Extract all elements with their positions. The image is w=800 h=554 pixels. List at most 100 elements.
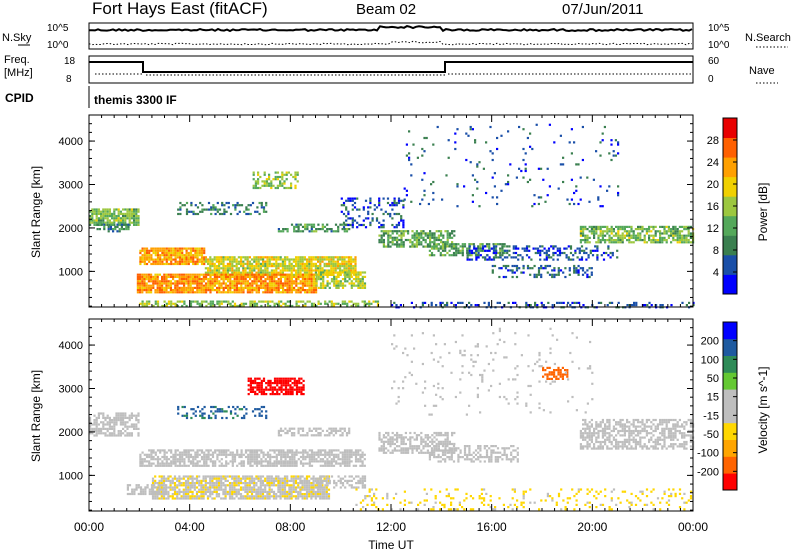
power-echo-cell — [229, 262, 232, 265]
power-echo-cell — [321, 223, 324, 226]
velocity-echo-cell — [302, 462, 305, 465]
power-echo-cell — [192, 300, 195, 303]
velocity-echo-cell — [266, 490, 269, 493]
power-echo-cell — [274, 186, 277, 190]
velocity-echo-cell — [184, 479, 188, 482]
velocity-echo-cell — [156, 488, 159, 491]
velocity-echo-cell — [248, 497, 251, 500]
power-echo-cell — [391, 241, 394, 244]
power-echo-cell — [426, 234, 429, 237]
power-echo-cell — [165, 302, 168, 305]
power-echo-cell — [139, 280, 142, 283]
velocity-echo-cell — [215, 479, 218, 482]
power-echo-cell — [194, 273, 197, 276]
power-echo-cell — [275, 282, 278, 285]
velocity-echo-cell — [213, 475, 216, 478]
power-echo-cell — [656, 241, 659, 244]
power-echo-cell — [192, 258, 195, 261]
velocity-echo-cell — [150, 458, 153, 461]
power-echo-cell — [306, 228, 309, 231]
power-echo-cell — [243, 210, 246, 213]
power-echo-cell — [196, 254, 199, 257]
power-echo-cell — [402, 219, 405, 222]
velocity-echo-cell — [295, 462, 298, 465]
power-echo-cell — [432, 143, 435, 146]
velocity-echo-cell — [209, 486, 212, 489]
freq-panel: Freq. [MHz] 18 8 60 0 Nave — [4, 54, 778, 85]
power-echo-cell — [275, 256, 278, 259]
power-echo-cell — [259, 269, 262, 272]
power-echo-cell — [570, 198, 573, 201]
power-echo-cell — [513, 264, 516, 268]
power-echo-cell — [262, 284, 265, 287]
power-echo-cell — [344, 273, 347, 276]
power-echo-cell — [218, 212, 222, 216]
velocity-echo-cell — [184, 484, 188, 487]
power-echo-cell — [317, 278, 320, 281]
power-echo-cell — [507, 269, 510, 272]
power-echo-cell — [685, 304, 688, 307]
power-echo-cell — [537, 271, 541, 274]
velocity-echo-cell — [313, 458, 316, 461]
velocity-echo-cell — [291, 460, 294, 463]
power-echo-cell — [202, 286, 205, 289]
power-echo-cell — [113, 217, 116, 220]
velocity-echo-cell — [264, 477, 267, 480]
velocity-echo-cell — [187, 488, 190, 491]
power-echo-cell — [284, 262, 287, 265]
power-echo-cell — [185, 304, 188, 308]
velocity-echo-cell — [255, 464, 259, 467]
power-echo-cell — [128, 223, 131, 226]
velocity-echo-cell — [270, 477, 273, 480]
power-echo-cell — [546, 194, 549, 197]
power-echo-cell — [106, 223, 109, 226]
freq-tick-low: 8 — [66, 74, 72, 85]
velocity-echo-cell — [184, 493, 188, 496]
power-echo-cell — [328, 286, 331, 289]
power-echo-cell — [306, 273, 309, 276]
velocity-echo-cell — [205, 449, 208, 452]
power-echo-cell — [178, 262, 182, 266]
power-echo-cell — [165, 278, 168, 281]
velocity-echo-cell — [111, 427, 114, 430]
velocity-echo-cell — [151, 477, 155, 480]
power-echo-cell — [238, 282, 241, 285]
power-echo-cell — [301, 282, 304, 285]
power-echo-cell — [260, 300, 263, 303]
power-echo-cell — [396, 238, 399, 242]
power-echo-cell — [341, 260, 344, 263]
power-echo-cell — [97, 212, 100, 215]
power-echo-cell — [227, 280, 230, 283]
power-echo-cell — [263, 173, 266, 176]
velocity-echo-cell — [357, 449, 360, 452]
power-echo-cell — [293, 275, 296, 278]
power-echo-cell — [240, 304, 243, 308]
power-echo-cell — [433, 243, 436, 246]
power-echo-cell — [637, 232, 640, 235]
power-echo-cell — [253, 275, 256, 278]
power-echo-cell — [308, 273, 311, 276]
power-echo-cell — [242, 256, 245, 259]
power-echo-cell — [540, 301, 543, 304]
velocity-echo-cell — [264, 479, 267, 482]
velocity-echo-cell — [313, 460, 316, 463]
power-echo-cell — [319, 262, 322, 265]
power-echo-cell — [315, 230, 318, 233]
velocity-echo-cell — [106, 427, 109, 430]
power-echo-cell — [501, 251, 504, 255]
velocity-echo-cell — [198, 490, 201, 493]
power-echo-cell — [637, 225, 640, 228]
velocity-echo-cell — [202, 497, 205, 500]
power-echo-cell — [224, 278, 227, 281]
power-echo-cell — [215, 265, 218, 268]
power-echo-cell — [304, 304, 307, 308]
velocity-echo-cell — [156, 497, 159, 500]
power-echo-cell — [268, 284, 271, 287]
power-echo-cell — [264, 265, 267, 268]
power-echo-cell — [396, 241, 399, 244]
power-echo-cell — [229, 286, 232, 289]
power-echo-cell — [448, 234, 451, 237]
velocity-echo-cell — [324, 464, 327, 467]
power-echo-cell — [282, 275, 285, 278]
velocity-echo-cell — [102, 432, 105, 435]
